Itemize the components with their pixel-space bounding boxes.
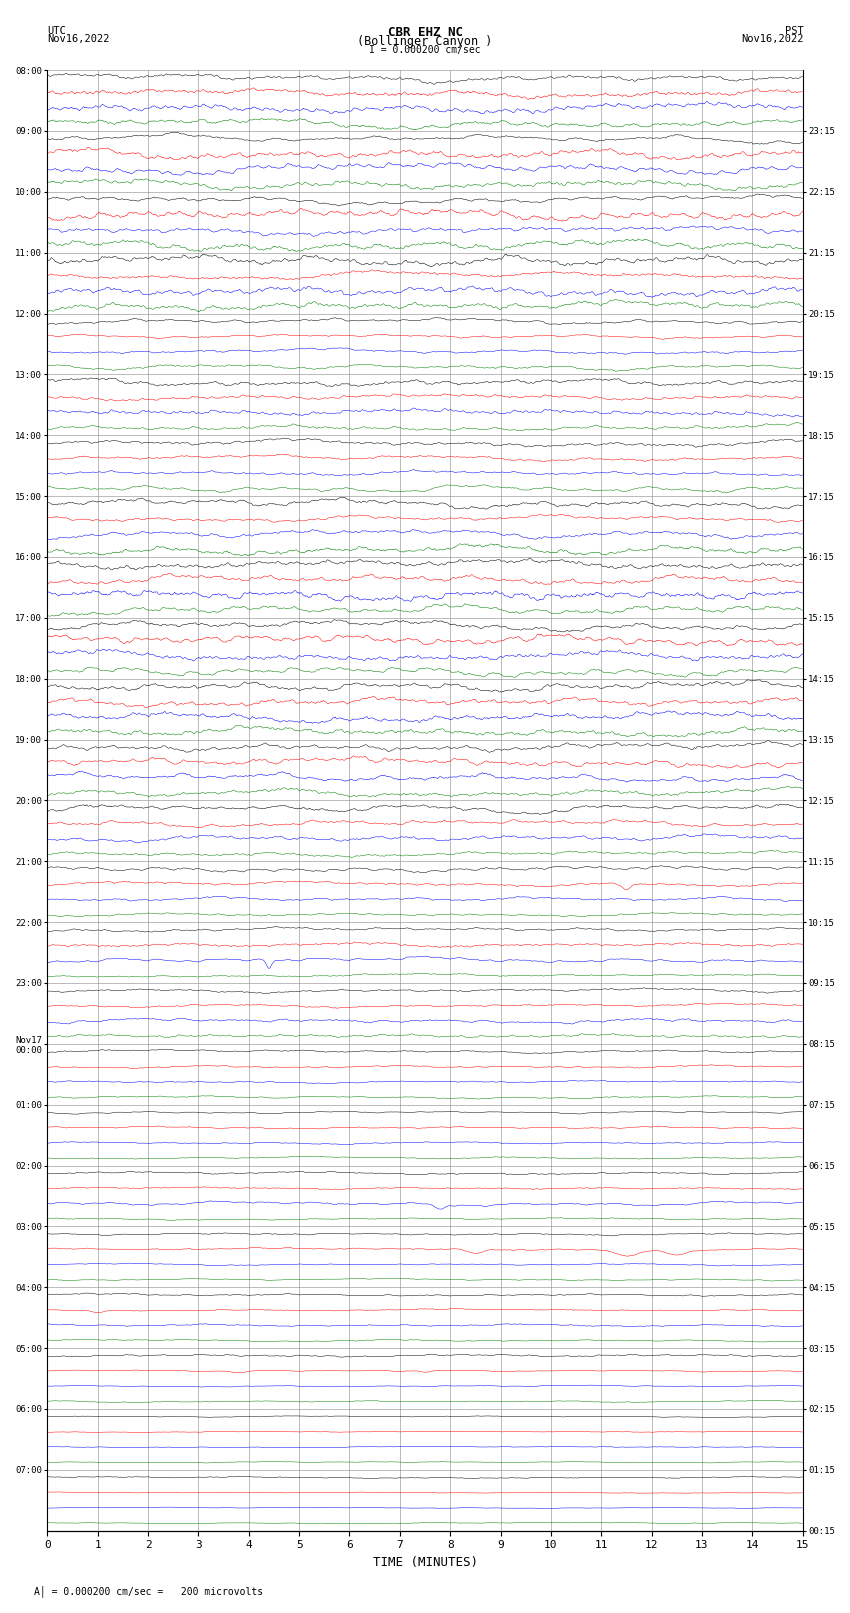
Text: Nov16,2022: Nov16,2022 bbox=[47, 34, 110, 44]
Text: (Bollinger Canyon ): (Bollinger Canyon ) bbox=[357, 35, 493, 48]
Text: PST: PST bbox=[785, 26, 803, 35]
Text: CBR EHZ NC: CBR EHZ NC bbox=[388, 26, 462, 39]
Text: A│ = 0.000200 cm/sec =   200 microvolts: A│ = 0.000200 cm/sec = 200 microvolts bbox=[34, 1586, 264, 1597]
Text: UTC: UTC bbox=[47, 26, 65, 35]
Text: Nov16,2022: Nov16,2022 bbox=[740, 34, 803, 44]
Text: I = 0.000200 cm/sec: I = 0.000200 cm/sec bbox=[369, 45, 481, 55]
X-axis label: TIME (MINUTES): TIME (MINUTES) bbox=[372, 1557, 478, 1569]
